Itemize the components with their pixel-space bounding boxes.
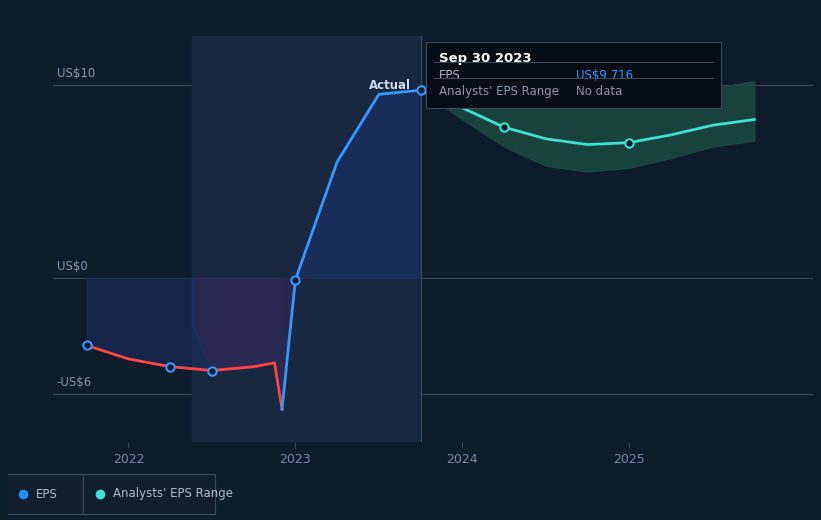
Text: US$10: US$10 bbox=[57, 67, 95, 80]
Text: EPS: EPS bbox=[439, 69, 461, 82]
Text: Sep 30 2023: Sep 30 2023 bbox=[439, 52, 531, 65]
Text: No data: No data bbox=[576, 85, 622, 98]
FancyBboxPatch shape bbox=[6, 474, 87, 514]
FancyBboxPatch shape bbox=[83, 474, 215, 514]
Text: US$9.716: US$9.716 bbox=[576, 69, 633, 82]
Text: Actual: Actual bbox=[369, 79, 410, 92]
Bar bbox=[192, 36, 420, 442]
Polygon shape bbox=[425, 42, 721, 108]
Text: US$0: US$0 bbox=[57, 260, 88, 273]
Text: EPS: EPS bbox=[36, 488, 57, 500]
Text: Analysts Forecasts: Analysts Forecasts bbox=[430, 79, 540, 92]
Text: Analysts' EPS Range: Analysts' EPS Range bbox=[112, 488, 233, 500]
Text: Analysts' EPS Range: Analysts' EPS Range bbox=[439, 85, 559, 98]
Text: -US$6: -US$6 bbox=[57, 376, 92, 389]
